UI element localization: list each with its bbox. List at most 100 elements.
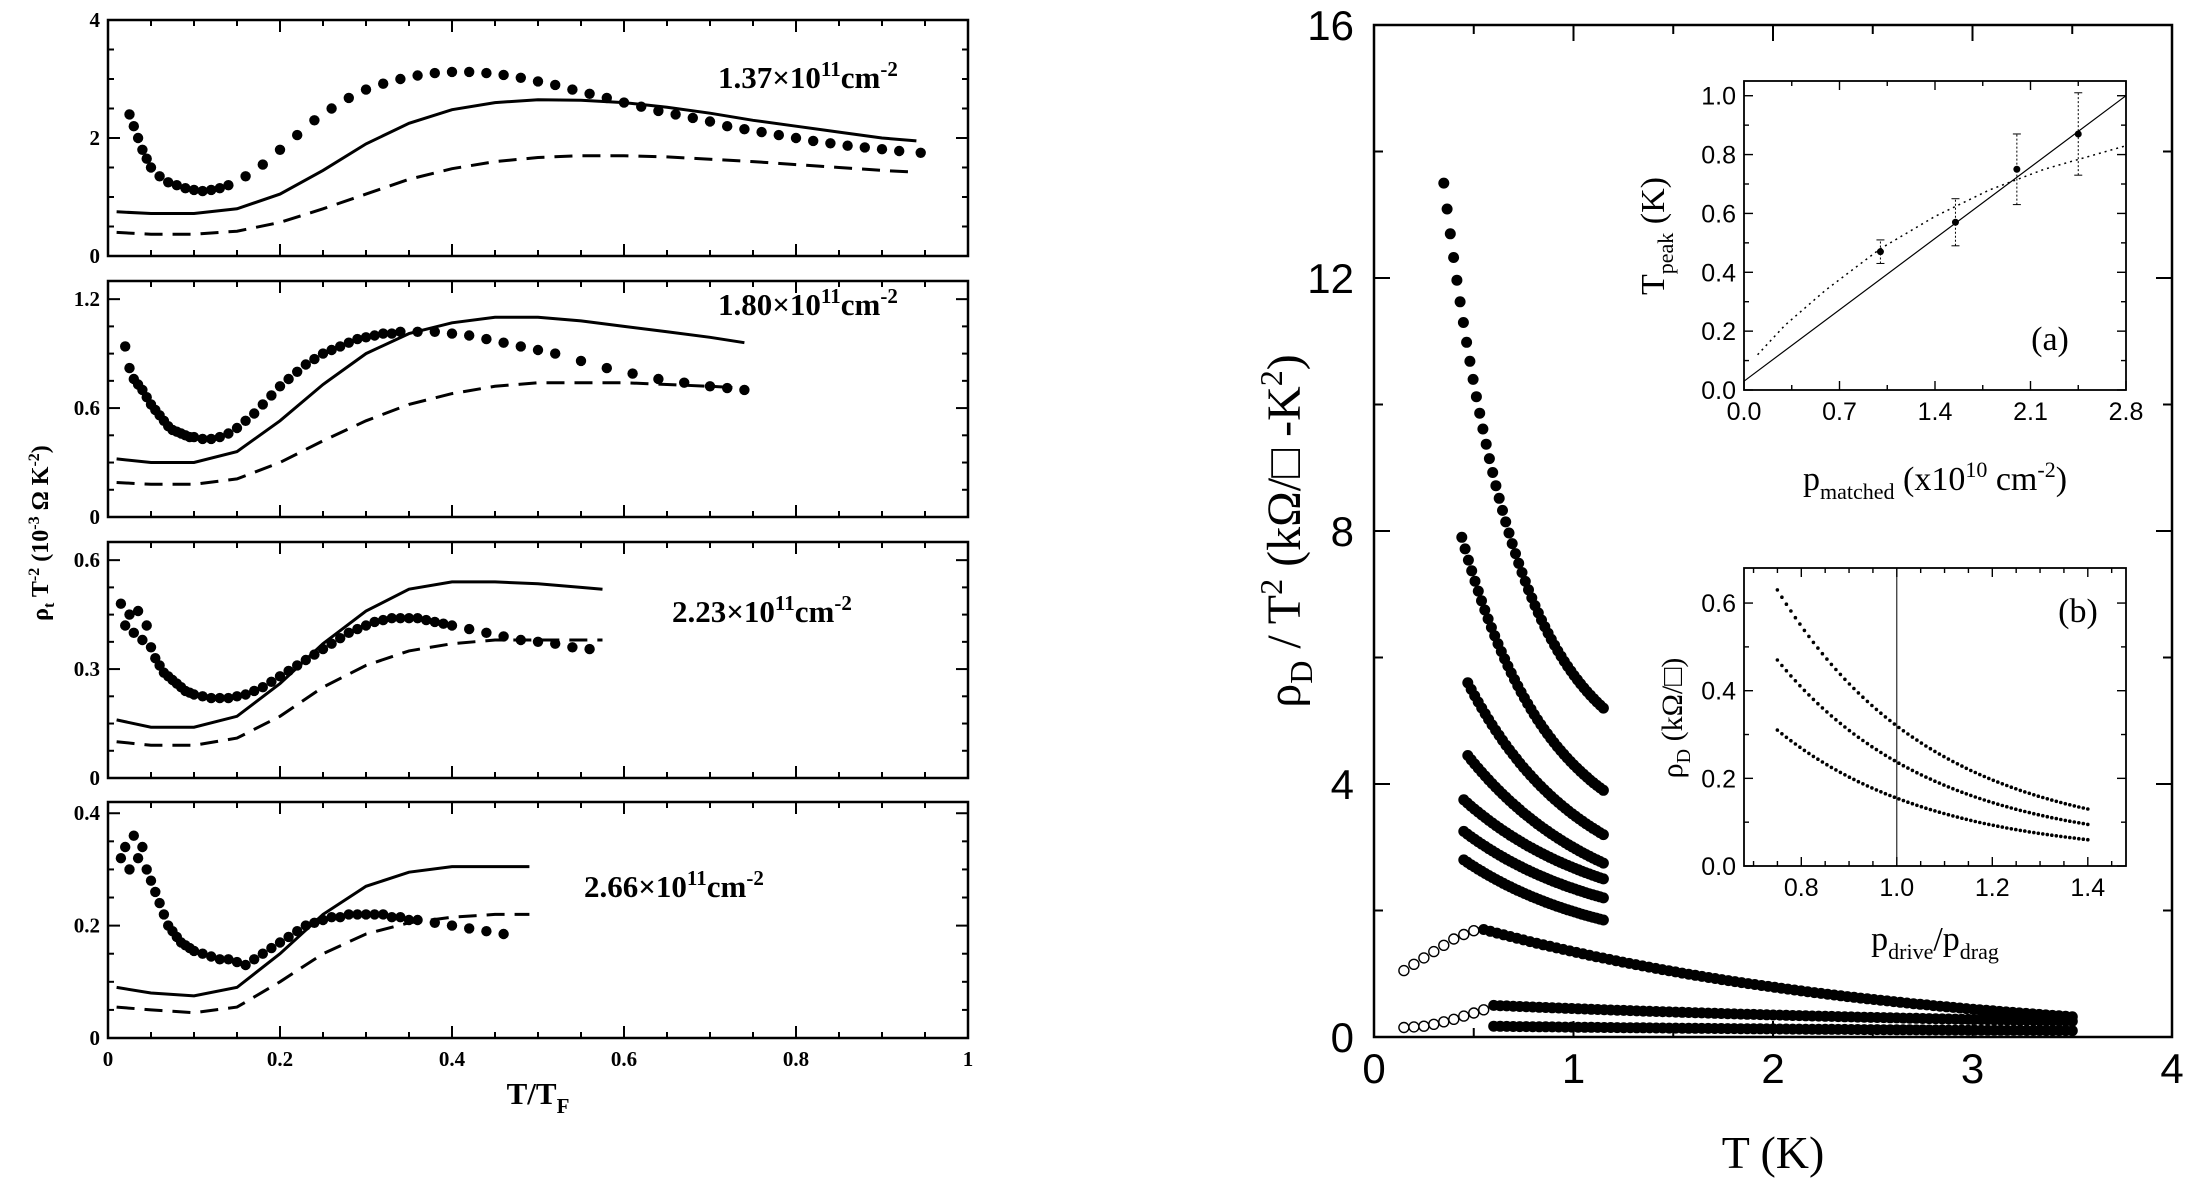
inset-b-data-point [1825,762,1829,767]
data-point [1487,467,1499,478]
open-data-point [1398,1021,1410,1034]
data-point [498,928,509,940]
inset-b-data-point [1865,741,1870,746]
inset-b-data-point [1969,768,1973,773]
data-point [739,124,750,135]
inset-b-data-point [2018,788,2023,793]
data-point [481,926,492,937]
inset-b-data-point [1820,760,1825,764]
inset-b-data-point [2023,809,2027,814]
inset-b-data-point [2009,806,2014,810]
inset-b-x-tick-label: 1.0 [1879,874,1914,902]
inset-b-data-point [2063,818,2068,823]
density-exponent: 11 [821,284,841,308]
inset-b-data-point [1847,728,1852,733]
inset-b-data-point [2023,790,2027,794]
inset-b-data-point [1960,816,1964,820]
series-s2 [1456,531,1609,796]
dashed-theory-curve [116,638,603,747]
inset-b-data-point [2050,815,2054,820]
y-tick-label: 0.6 [74,548,100,572]
data-point [464,330,475,341]
data-point [240,171,251,182]
inset-b-data-point [1870,703,1874,708]
inset-b-data-point [1793,742,1798,746]
data-point [636,101,647,112]
data-point [653,373,664,385]
data-point [429,67,440,79]
inset-b-data-point [1856,691,1861,695]
data-point [223,428,234,439]
inset-a-x-title: pmatched (x1010 cm-2) [1803,457,2067,504]
data-point [292,926,303,937]
inset-a-curve-fit [1757,144,2127,356]
inset-b-data-point [2059,800,2063,805]
x-axis-title-main: T/T [507,1076,557,1111]
x-tick-label: 1 [963,1047,974,1071]
density-value: 1.80×10 [718,287,821,322]
x-tick-label: 3 [1961,1045,1984,1092]
data-point [498,631,509,642]
inset-b-data-point [2077,836,2081,841]
inset-b-data-point [1955,762,1960,766]
data-point [515,72,526,84]
data-point [532,344,544,356]
data-point [1469,575,1481,587]
data-point [283,373,294,385]
x-tick-label: 0 [103,1047,114,1071]
data-point [1493,492,1505,504]
inset-b-y-tick-label: 0.4 [1701,678,1736,706]
inset-b-data-point [1816,646,1820,650]
data-point [231,422,243,434]
data-point [266,942,277,954]
data-point [335,912,346,923]
y-axis-title-sub: t [41,602,58,608]
inset-b-data-point [2014,787,2018,791]
data-point [575,355,587,367]
inset-b-data-point [1973,819,1978,824]
inset-b-x-title-sub2: drag [1960,939,1999,964]
inset-b-data-point [1973,770,1978,775]
inset-b-data-point [1897,797,1901,801]
inset-b-curve-1 [1775,588,2090,811]
inset-b-data-point [1960,764,1964,768]
inset-b-data-point [2018,828,2023,833]
inset-b-data-point [1874,788,1879,792]
data-point [154,171,165,182]
inset-a-x-title-sub: matched [1820,479,1895,504]
data-point [120,620,131,631]
inset-b-data-point [1811,697,1816,702]
inset-b-data-point [1780,663,1784,668]
inset-b-data-point [1933,809,1937,813]
data-point [1482,613,1494,625]
data-point [188,184,200,196]
data-point [352,333,363,345]
open-data-point [1438,939,1450,951]
inset-b-data-point [1775,658,1780,662]
inset-b-data-point [1969,793,1973,798]
data-point [1597,784,1609,796]
data-point [395,912,406,923]
y-axis-title-sub: D [1283,661,1319,684]
inset-b-data-point [1865,784,1870,788]
inset-b-data-point [1915,770,1919,775]
data-point [188,431,200,443]
inset-b-data-point [1784,602,1789,606]
data-point [292,660,303,671]
right-frame [1372,23,2174,1039]
inset-b-data-point [1802,748,1807,753]
data-point [825,138,836,149]
inset-b-data-point [1874,707,1879,712]
data-point [1500,516,1512,528]
inset-b-data-point [2050,798,2054,802]
data-point [481,67,492,79]
inset-b: 0.8 1.0 1.2 1.4 0.0 0.2 0.4 0.6 (b) pdrive/pdrag ρ… [1656,567,2127,964]
inset-b-data-point [1834,768,1838,772]
inset-b-data-point [1820,651,1825,656]
y-tick-label: 0 [90,766,101,790]
inset-a-data-point [2074,130,2082,138]
inset-b-data-point [1955,788,1960,793]
density-unit: cm [707,869,747,904]
data-point [132,605,144,617]
data-point [1444,228,1456,240]
